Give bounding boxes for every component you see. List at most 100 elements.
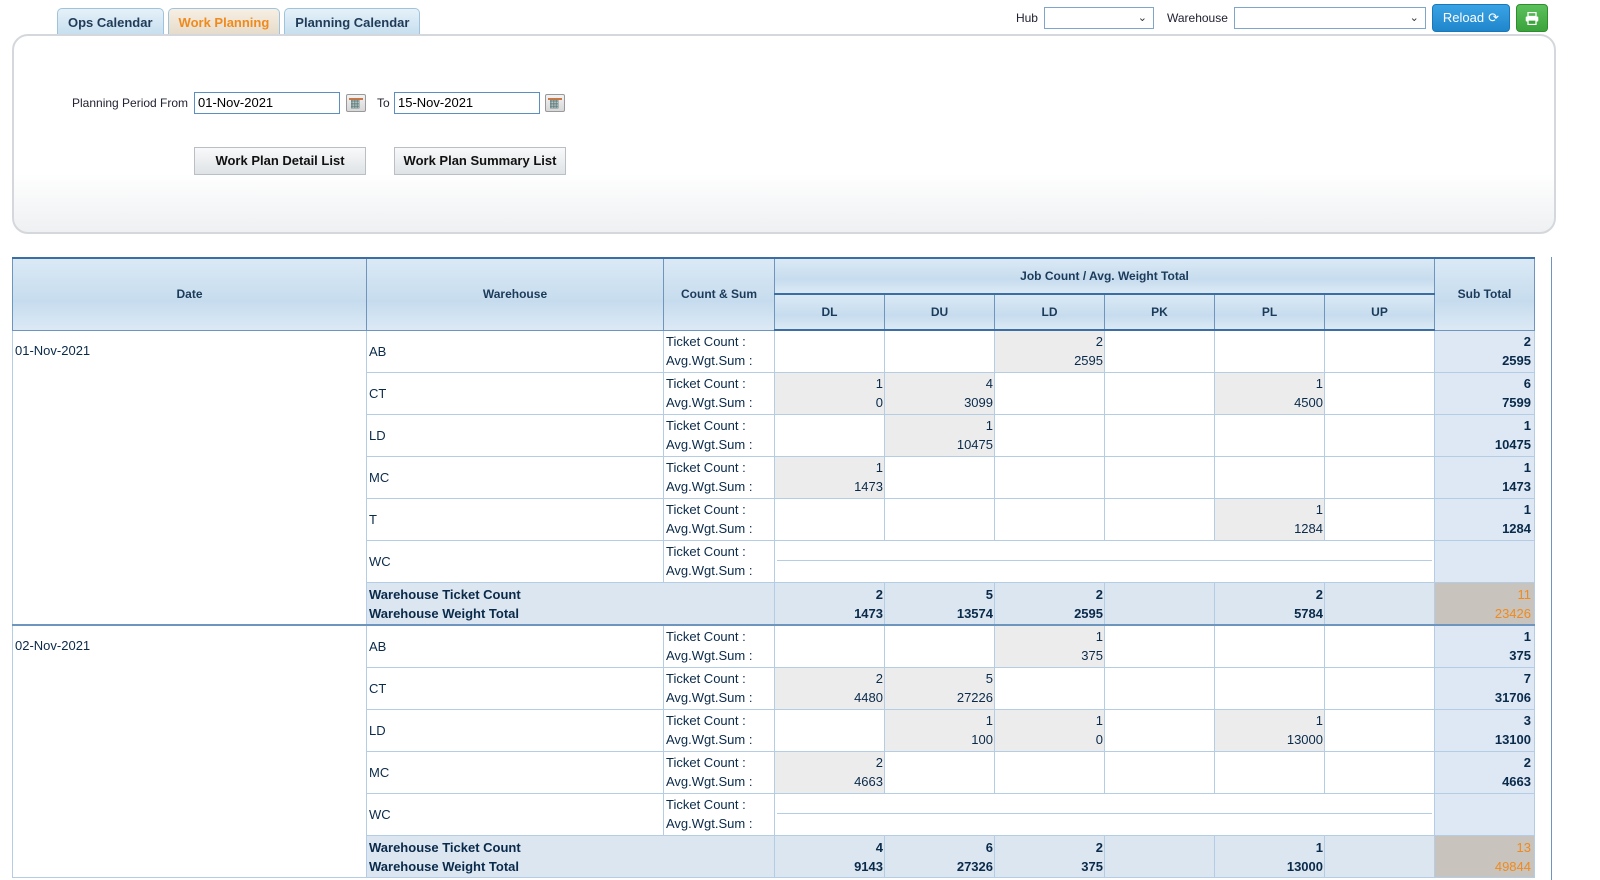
warehouse-cell: MC [366,751,664,794]
job-cell [1214,414,1325,457]
cell-count: 2 [1095,587,1103,602]
cell-weight: 4480 [854,690,883,705]
cell-count: 5 [985,587,993,602]
sub-total-cell: 3 13100 [1434,709,1535,752]
period-from-input[interactable]: 01-Nov-2021 [194,92,340,114]
cell-weight: Avg.Wgt.Sum : [666,648,753,663]
warehouse-total-row: Warehouse Ticket Count Warehouse Weight T… [13,582,1535,626]
calendar-icon[interactable] [346,94,366,112]
column-header-type: UP [1324,293,1435,331]
sub-total-cell: 2 4663 [1434,751,1535,794]
column-header-type: LD [994,293,1105,331]
cell-weight: 1284 [1294,521,1323,536]
cell-weight: 0 [1095,732,1103,747]
work-plan-summary-button[interactable]: Work Plan Summary List [394,147,566,175]
cell-count: 2 [1095,334,1103,349]
cell-weight: Avg.Wgt.Sum : [666,479,753,494]
warehouse-select[interactable]: ⌄ [1233,7,1426,29]
job-cell [1214,624,1325,668]
cell-weight: 2595 [1074,353,1103,368]
job-cell [1104,372,1215,415]
work-plan-detail-button[interactable]: Work Plan Detail List [194,147,366,175]
planning-form-panel: Planning Period From 01-Nov-2021 To 15-N… [12,34,1556,234]
cell-weight: 375 [1081,648,1103,663]
cell-count: Ticket Count : [666,333,746,349]
cell-weight: 13000 [1286,732,1323,747]
cell-count: 1 [875,460,883,475]
cell-count: 1 [1523,629,1531,644]
table-row: LD Ticket Count : Avg.Wgt.Sum :1 100 1 0 1 1300… [13,709,1535,752]
job-cell [1214,751,1325,794]
cell-count: Ticket Count : [666,502,746,517]
date-cell: 02-Nov-2021 [12,624,367,878]
cell-weight: 1473 [1502,479,1531,494]
count-sum-labels: Ticket Count : Avg.Wgt.Sum : [663,456,775,499]
cell-weight: 375 [1081,859,1103,874]
chevron-down-icon: ⌄ [1409,12,1419,24]
job-cell [1104,709,1215,752]
warehouse-cell: LD [366,414,664,457]
cell-weight: 1284 [1502,521,1531,536]
job-cell [774,624,885,668]
job-cell: 1 10475 [884,414,995,457]
cell-weight: 1473 [854,606,883,621]
printer-icon [1525,11,1539,25]
work-plan-table: Date Warehouse Count & Sum Job Count / A… [12,257,1535,878]
tab-ops-calendar[interactable]: Ops Calendar [57,8,164,34]
cell-count: Ticket Count : [666,418,746,433]
cell-weight: Avg.Wgt.Sum : [666,352,753,368]
cell-weight: 31706 [1494,690,1531,705]
warehouse-cell: AB [366,624,664,668]
hub-select[interactable]: ⌄ [1043,7,1154,29]
tab-planning-calendar[interactable]: Planning Calendar [284,8,421,34]
cell-weight: 4663 [854,774,883,789]
count-sum-labels: Ticket Count : Avg.Wgt.Sum : [663,372,775,415]
cell-count: 1 [1315,713,1323,728]
print-button[interactable] [1516,4,1548,32]
cell-count: 13 [1516,840,1531,855]
cell-weight: 4500 [1294,395,1323,410]
job-cell: 1 375 [994,624,1105,668]
job-cell: 5 27226 [884,667,995,710]
table-row: LD Ticket Count : Avg.Wgt.Sum : 1 10475 1 1047… [13,414,1535,457]
cell-weight: Avg.Wgt.Sum : [666,395,753,410]
job-cell [1104,329,1215,373]
tab-work-planning[interactable]: Work Planning [167,8,281,34]
cell-weight: 27326 [956,859,993,874]
grand-total-cell: 13 49844 [1434,835,1535,878]
grand-total-cell: 11 23426 [1434,582,1535,626]
sub-total-cell: 1 375 [1434,624,1535,668]
total-cell [1104,835,1215,878]
cell-count: Ticket Count : [666,460,746,475]
warehouse-cell: CT [366,667,664,710]
count-sum-labels: Ticket Count : Avg.Wgt.Sum : [663,329,775,373]
cell-count: Ticket Count : [666,376,746,391]
cell-weight: 49844 [1494,859,1531,874]
table-scroll-edge [1537,257,1552,880]
cell-count: 1 [985,418,993,433]
job-cell [1324,414,1435,457]
warehouse-cell: AB [366,329,664,373]
job-cell [884,456,995,499]
job-cell [884,498,995,541]
cell-count: 6 [985,840,993,855]
job-cell [1324,709,1435,752]
job-cell: 4 3099 [884,372,995,415]
job-cell [1104,667,1215,710]
table-row: 01-Nov-2021 AB Ticket Count : Avg.Wgt.Sum :… [12,329,1535,626]
cell-weight: Avg.Wgt.Sum : [666,563,753,578]
cell-weight: 4663 [1502,774,1531,789]
reload-label: Reload [1442,10,1485,25]
cell-count: 2 [1523,333,1531,349]
cell-count: Warehouse Ticket Count [369,840,521,855]
period-to-input[interactable]: 15-Nov-2021 [394,92,540,114]
cell-weight: 3099 [964,395,993,410]
job-cell: 2 4663 [774,751,885,794]
reload-button[interactable]: Reload ⟳ [1431,4,1510,32]
calendar-icon[interactable] [545,94,565,112]
count-sum-labels: Ticket Count : Avg.Wgt.Sum : [663,624,775,668]
cell-weight: 100 [971,732,993,747]
job-cell: 1 13000 [1214,709,1325,752]
warehouse-cell: T [366,498,664,541]
